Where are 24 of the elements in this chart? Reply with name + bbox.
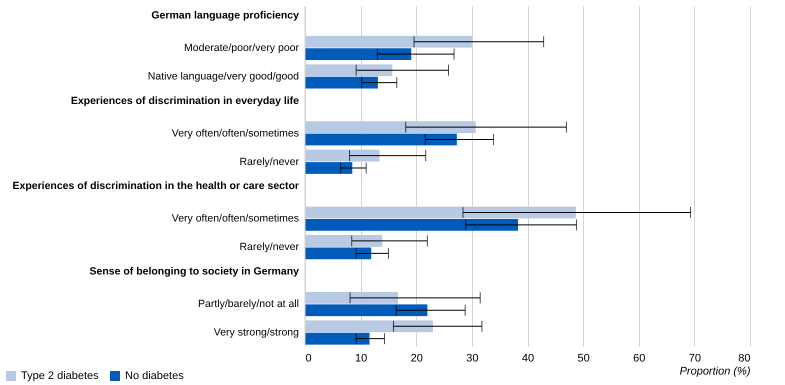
y-tick-label: Partly/barely/not at all <box>198 298 299 310</box>
legend-label: Type 2 diabetes <box>21 370 100 382</box>
y-tick-label: Rarely/never <box>239 241 300 254</box>
x-tick-label: 60 <box>633 352 646 364</box>
x-tick-label: 80 <box>738 352 750 364</box>
legend-label: No diabetes <box>125 370 184 382</box>
x-tick-label: 30 <box>466 352 478 364</box>
y-tick-label: Very strong/strong <box>214 326 300 338</box>
x-axis-title: Proportion (%) <box>680 366 751 378</box>
y-tick-label: German language proficiency <box>151 10 300 22</box>
y-tick-label: Native language/very good/good <box>148 70 300 82</box>
y-tick-label: Moderate/poor/very poor <box>184 42 300 54</box>
y-tick-label: Very often/often/sometimes <box>172 127 299 140</box>
y-tick-label: Sense of belonging to society in Germany <box>90 266 300 278</box>
x-tick-label: 50 <box>578 352 590 364</box>
y-tick-label: Experiences of discrimination in everyday life <box>70 94 300 107</box>
y-tick-label: Very often/often/sometimes <box>172 212 299 225</box>
x-tick-label: 40 <box>522 352 534 364</box>
y-tick-label: Rarely/never <box>239 156 300 168</box>
x-tick-label: 20 <box>410 352 423 364</box>
x-tick-label: 10 <box>355 352 368 364</box>
y-tick-label: Experiences of discrimination in the health or care sector <box>12 180 299 192</box>
x-tick-label: 0 <box>306 352 312 364</box>
x-tick-label: 70 <box>688 352 701 364</box>
